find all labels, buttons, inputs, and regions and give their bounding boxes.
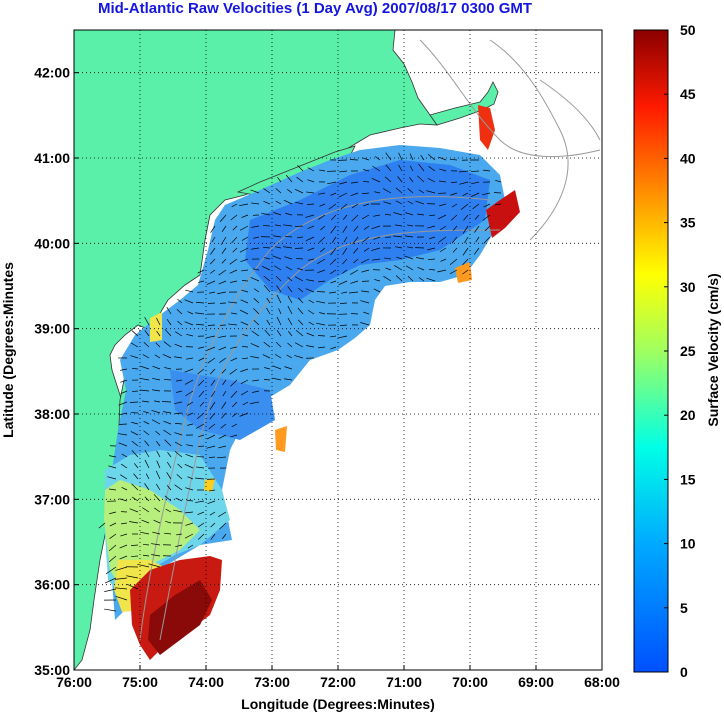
colorbar-tick-label: 0: [680, 664, 688, 680]
x-tick-label: 73:00: [254, 674, 290, 690]
colorbar: [633, 29, 669, 673]
y-tick-label: 36:00: [34, 577, 70, 593]
x-axis-label: Longitude (Degrees:Minutes): [241, 696, 435, 712]
x-tick-label: 70:00: [452, 674, 488, 690]
colorbar-tick-label: 30: [680, 279, 696, 295]
x-tick-label: 69:00: [518, 674, 554, 690]
y-tick-label: 35:00: [34, 662, 70, 678]
y-tick-label: 40:00: [34, 235, 70, 251]
y-axis-ticks: 35:00 36:00 37:00 38:00 39:00 40:00 41:00 42:00: [34, 65, 79, 678]
y-tick-label: 38:00: [34, 406, 70, 422]
colorbar-label: Surface Velocity (cm/s): [705, 273, 721, 426]
colorbar-tick-label: 45: [680, 86, 696, 102]
colorbar-tick-label: 50: [680, 22, 696, 38]
y-tick-label: 37:00: [34, 491, 70, 507]
colorbar-tick-label: 5: [680, 600, 688, 616]
y-tick-label: 41:00: [34, 150, 70, 166]
x-tick-label: 68:00: [584, 674, 620, 690]
x-tick-label: 72:00: [320, 674, 356, 690]
velocity-arrows: [98, 152, 502, 612]
x-tick-label: 74:00: [188, 674, 224, 690]
y-tick-label: 42:00: [34, 65, 70, 81]
land-cape-cod: [429, 81, 499, 126]
colorbar-tick-label: 15: [680, 471, 696, 487]
x-tick-label: 71:00: [386, 674, 422, 690]
x-tick-label: 75:00: [122, 674, 158, 690]
colorbar-tick-label: 10: [680, 536, 696, 552]
colorbar-tick-label: 35: [680, 215, 696, 231]
velocity-field: [104, 105, 520, 660]
colorbar-tick-label: 25: [680, 343, 696, 359]
x-axis-ticks: 76:00 75:00 74:00 73:00 72:00 71:00 70:00 69:00…: [56, 665, 620, 690]
colorbar-tick-label: 40: [680, 150, 696, 166]
colorbar-tick-label: 20: [680, 407, 696, 423]
y-tick-label: 39:00: [34, 321, 70, 337]
grid-lines: [74, 30, 602, 670]
y-axis-label: Latitude (Degrees:Minutes: [0, 262, 16, 438]
x-tick-label: 76:00: [56, 674, 92, 690]
colorbar-ticks: 0 5 10 15 20 25 30 35 40 45 50: [664, 22, 696, 680]
map-title: Mid-Atlantic Raw Velocities (1 Day Avg) …: [97, 0, 533, 17]
